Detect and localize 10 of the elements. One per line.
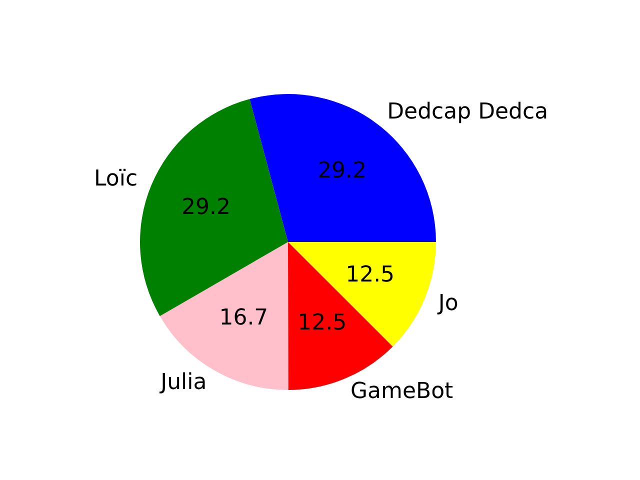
data-label: 12.5 <box>346 262 395 288</box>
data-label: 29.2 <box>181 194 230 220</box>
data-label: 12.5 <box>298 310 347 336</box>
slice-label: Jo <box>436 290 458 316</box>
slice-label: Julia <box>158 370 207 395</box>
data-label: 16.7 <box>219 306 268 331</box>
data-label: 29.2 <box>318 158 367 184</box>
slice-label: Loïc <box>94 166 138 192</box>
slice-label: Dedcap Dedca <box>387 100 548 125</box>
slice-label: GameBot <box>350 379 454 404</box>
